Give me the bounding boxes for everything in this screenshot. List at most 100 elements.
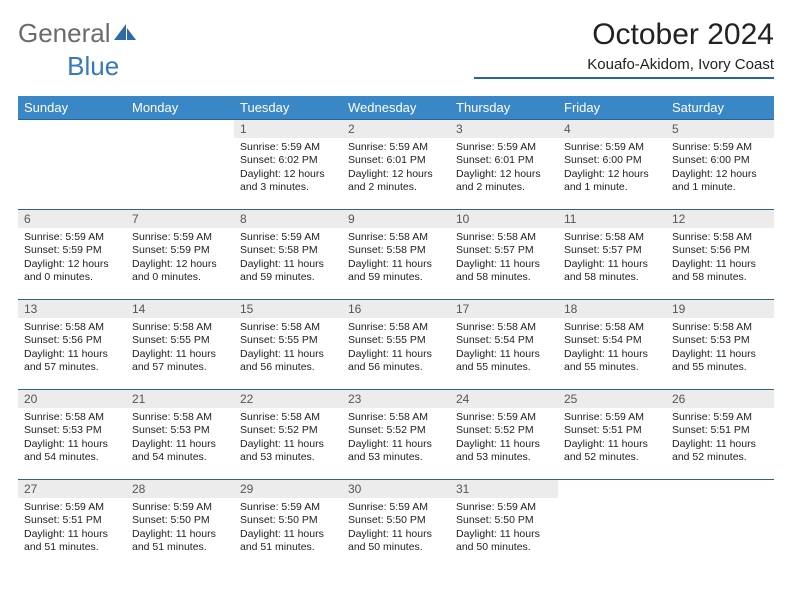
sunrise-text: Sunrise: 5:58 AM [456, 321, 552, 334]
calendar-day-cell: 14Sunrise: 5:58 AMSunset: 5:55 PMDayligh… [126, 299, 234, 389]
day-number: 12 [666, 209, 774, 228]
sunrise-text: Sunrise: 5:58 AM [24, 411, 120, 424]
day-number: 4 [558, 119, 666, 138]
day-number: 11 [558, 209, 666, 228]
daylight-text: Daylight: 11 hours and 56 minutes. [348, 348, 444, 375]
calendar-day-cell: 10 Sunrise: 5:58 AMSunset: 5:57 PMDayligh… [450, 209, 558, 299]
sunset-text: Sunset: 5:50 PM [348, 514, 444, 527]
day-details: Sunrise: 5:59 AMSunset: 6:01 PMDaylight:… [450, 138, 558, 197]
calendar-day-cell: 15Sunrise: 5:58 AMSunset: 5:55 PMDayligh… [234, 299, 342, 389]
daylight-text: Daylight: 11 hours and 51 minutes. [240, 528, 336, 555]
sunrise-text: Sunrise: 5:59 AM [564, 141, 660, 154]
calendar-day-cell: 27Sunrise: 5:59 AMSunset: 5:51 PMDayligh… [18, 479, 126, 569]
sunset-text: Sunset: 5:51 PM [24, 514, 120, 527]
sunset-text: Sunset: 5:58 PM [348, 244, 444, 257]
day-details: Sunrise: 5:59 AMSunset: 6:01 PMDaylight:… [342, 138, 450, 197]
sunset-text: Sunset: 5:53 PM [672, 334, 768, 347]
day-details: Sunrise: 5:58 AMSunset: 5:55 PMDaylight:… [342, 318, 450, 377]
sunrise-text: Sunrise: 5:59 AM [456, 141, 552, 154]
daylight-text: Daylight: 12 hours and 1 minute. [672, 168, 768, 195]
day-details: Sunrise: 5:59 AMSunset: 5:50 PMDaylight:… [342, 498, 450, 557]
calendar-day-cell [126, 119, 234, 209]
calendar-week-row: 6Sunrise: 5:59 AMSunset: 5:59 PMDaylight… [18, 209, 774, 299]
day-number: 29 [234, 479, 342, 498]
calendar-day-cell: 21Sunrise: 5:58 AMSunset: 5:53 PMDayligh… [126, 389, 234, 479]
calendar-day-cell: 23Sunrise: 5:58 AMSunset: 5:52 PMDayligh… [342, 389, 450, 479]
day-details: Sunrise: 5:59 AMSunset: 5:51 PMDaylight:… [18, 498, 126, 557]
day-number: 8 [234, 209, 342, 228]
daylight-text: Daylight: 11 hours and 53 minutes. [240, 438, 336, 465]
sunrise-text: Sunrise: 5:58 AM [24, 321, 120, 334]
day-details: Sunrise: 5:59 AMSunset: 5:59 PMDaylight:… [18, 228, 126, 287]
day-number: 15 [234, 299, 342, 318]
brand-part2: Blue [67, 51, 119, 82]
day-number: 18 [558, 299, 666, 318]
day-number: 30 [342, 479, 450, 498]
day-details: Sunrise: 5:58 AMSunset: 5:52 PMDaylight:… [234, 408, 342, 467]
sunset-text: Sunset: 6:02 PM [240, 154, 336, 167]
calendar-day-cell: 24Sunrise: 5:59 AMSunset: 5:52 PMDayligh… [450, 389, 558, 479]
calendar-day-cell: 1Sunrise: 5:59 AMSunset: 6:02 PMDaylight… [234, 119, 342, 209]
sunset-text: Sunset: 5:52 PM [240, 424, 336, 437]
month-title: October 2024 [474, 18, 774, 52]
daylight-text: Daylight: 11 hours and 59 minutes. [348, 258, 444, 285]
day-number: 24 [450, 389, 558, 408]
daylight-text: Daylight: 11 hours and 58 minutes. [456, 258, 552, 285]
weekday-header-row: Sunday Monday Tuesday Wednesday Thursday… [18, 96, 774, 119]
sunrise-text: Sunrise: 5:59 AM [24, 501, 120, 514]
calendar-day-cell: 30Sunrise: 5:59 AMSunset: 5:50 PMDayligh… [342, 479, 450, 569]
calendar-day-cell: 4Sunrise: 5:59 AMSunset: 6:00 PMDaylight… [558, 119, 666, 209]
daylight-text: Daylight: 11 hours and 56 minutes. [240, 348, 336, 375]
sunset-text: Sunset: 5:54 PM [456, 334, 552, 347]
sunset-text: Sunset: 5:59 PM [24, 244, 120, 257]
day-number: 10 [450, 209, 558, 228]
sunrise-text: Sunrise: 5:58 AM [672, 231, 768, 244]
calendar-day-cell [18, 119, 126, 209]
calendar-day-cell: 22Sunrise: 5:58 AMSunset: 5:52 PMDayligh… [234, 389, 342, 479]
calendar-day-cell: 7Sunrise: 5:59 AMSunset: 5:59 PMDaylight… [126, 209, 234, 299]
sail-icon [114, 18, 136, 49]
sunrise-text: Sunrise: 5:59 AM [456, 411, 552, 424]
sunset-text: Sunset: 6:00 PM [564, 154, 660, 167]
weekday-header: Friday [558, 96, 666, 119]
sunset-text: Sunset: 5:51 PM [672, 424, 768, 437]
day-number: 23 [342, 389, 450, 408]
day-details: Sunrise: 5:58 AMSunset: 5:52 PMDaylight:… [342, 408, 450, 467]
sunrise-text: Sunrise: 5:59 AM [564, 411, 660, 424]
sunrise-text: Sunrise: 5:58 AM [456, 231, 552, 244]
daylight-text: Daylight: 11 hours and 50 minutes. [456, 528, 552, 555]
weekday-header: Saturday [666, 96, 774, 119]
weekday-header: Sunday [18, 96, 126, 119]
day-details: Sunrise: 5:58 AMSunset: 5:58 PMDaylight:… [342, 228, 450, 287]
sunset-text: Sunset: 5:57 PM [564, 244, 660, 257]
day-number: 27 [18, 479, 126, 498]
sunrise-text: Sunrise: 5:59 AM [672, 411, 768, 424]
calendar-day-cell: 6Sunrise: 5:59 AMSunset: 5:59 PMDaylight… [18, 209, 126, 299]
sunset-text: Sunset: 6:00 PM [672, 154, 768, 167]
day-number: 14 [126, 299, 234, 318]
calendar-day-cell: 8Sunrise: 5:59 AMSunset: 5:58 PMDaylight… [234, 209, 342, 299]
day-number [18, 119, 126, 137]
day-number: 13 [18, 299, 126, 318]
day-number: 6 [18, 209, 126, 228]
day-details: Sunrise: 5:58 AMSunset: 5:53 PMDaylight:… [18, 408, 126, 467]
daylight-text: Daylight: 11 hours and 50 minutes. [348, 528, 444, 555]
sunrise-text: Sunrise: 5:58 AM [348, 321, 444, 334]
calendar-day-cell: 2Sunrise: 5:59 AMSunset: 6:01 PMDaylight… [342, 119, 450, 209]
sunrise-text: Sunrise: 5:59 AM [672, 141, 768, 154]
daylight-text: Daylight: 11 hours and 53 minutes. [348, 438, 444, 465]
calendar-day-cell: 29Sunrise: 5:59 AMSunset: 5:50 PMDayligh… [234, 479, 342, 569]
sunrise-text: Sunrise: 5:58 AM [348, 231, 444, 244]
sunset-text: Sunset: 5:55 PM [348, 334, 444, 347]
sunset-text: Sunset: 5:57 PM [456, 244, 552, 257]
daylight-text: Daylight: 11 hours and 51 minutes. [132, 528, 228, 555]
day-number: 1 [234, 119, 342, 138]
day-number: 9 [342, 209, 450, 228]
day-number [126, 119, 234, 137]
day-number: 2 [342, 119, 450, 138]
sunset-text: Sunset: 6:01 PM [348, 154, 444, 167]
sunrise-text: Sunrise: 5:59 AM [132, 501, 228, 514]
sunrise-text: Sunrise: 5:58 AM [564, 231, 660, 244]
day-number: 5 [666, 119, 774, 138]
sunset-text: Sunset: 5:58 PM [240, 244, 336, 257]
